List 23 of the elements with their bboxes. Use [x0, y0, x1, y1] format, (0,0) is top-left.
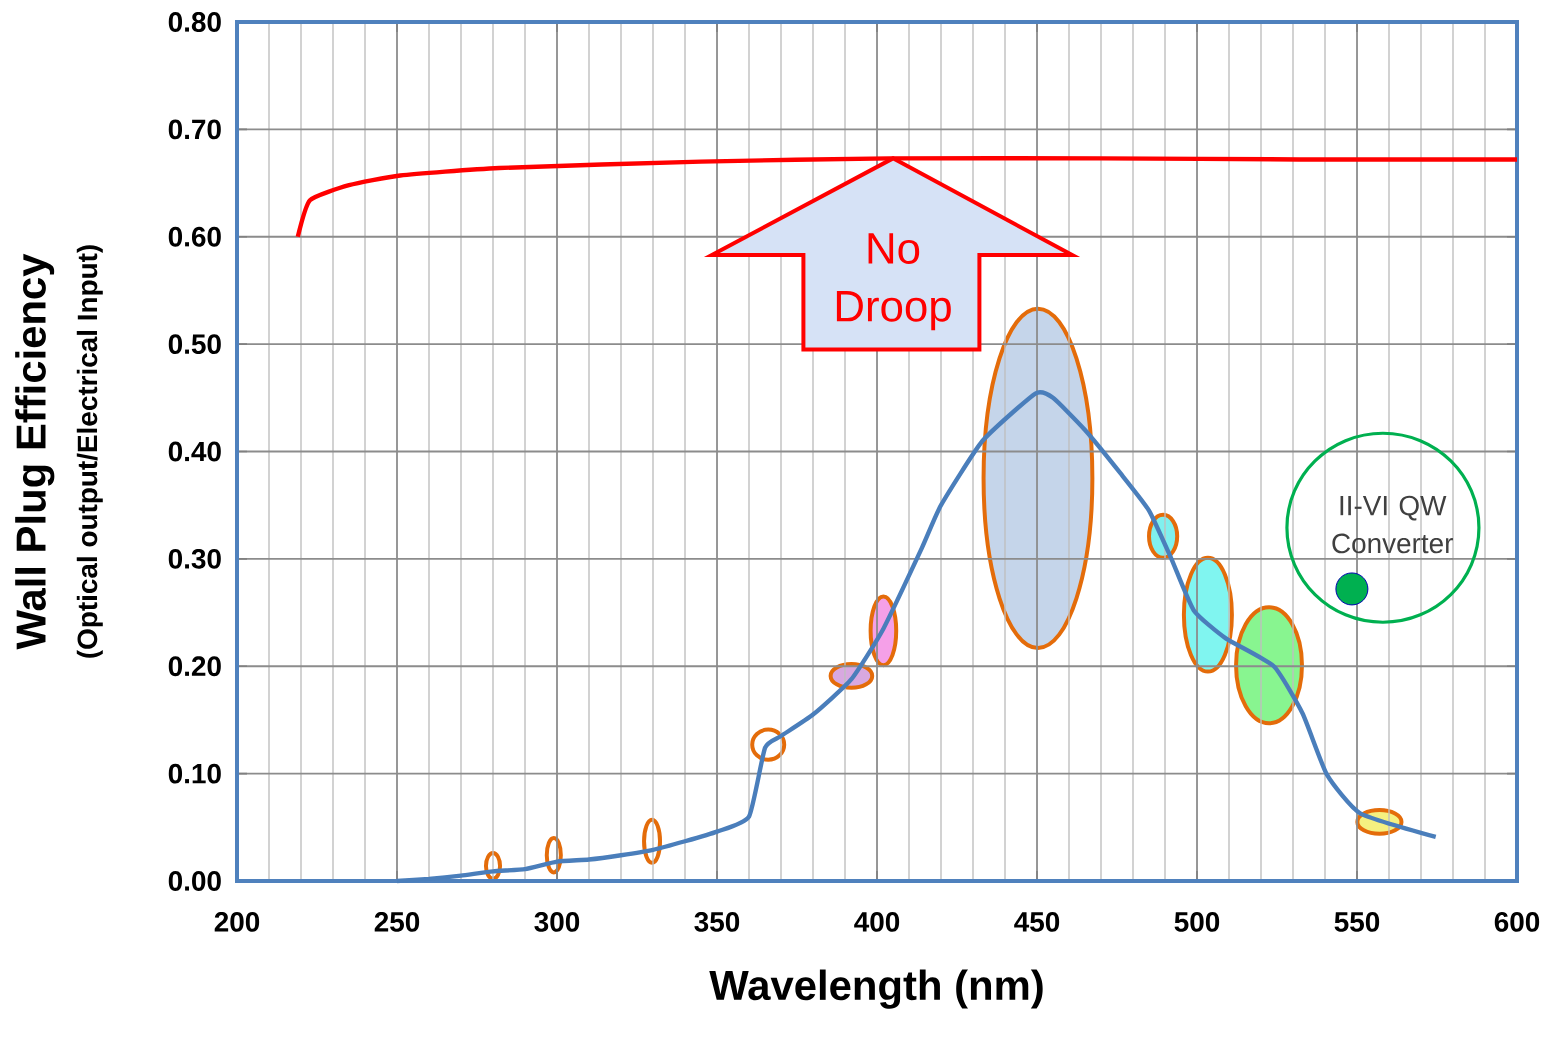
x-tick-label: 300	[534, 912, 580, 932]
x-tick-label: 450	[1014, 912, 1060, 932]
x-tick-label: 600	[1494, 912, 1540, 932]
annotation: II-VI QW Converter	[1332, 495, 1453, 554]
y-axis-title: Wall Plug Efficiency	[15, 253, 55, 650]
text: (Optical output/Electrical Input)	[76, 245, 103, 658]
x-tick-label: 500	[1174, 912, 1220, 932]
x-tick-label: 350	[694, 912, 740, 932]
y-tick-label: 0.20	[168, 656, 221, 677]
x-tick-label: 200	[214, 912, 260, 932]
x-tick-label: 550	[1334, 912, 1380, 932]
y-tick-label: 0.30	[168, 548, 221, 569]
y-tick-label: 0.80	[168, 12, 221, 32]
x-axis-title: Wavelength (nm)	[709, 969, 1043, 1009]
x-tick-label: 250	[374, 912, 420, 932]
y-tick-label: 0.00	[168, 871, 221, 891]
y-tick-label: 0.50	[168, 334, 221, 355]
y-tick-label: 0.10	[168, 763, 221, 784]
y-tick-label: 0.60	[168, 226, 221, 247]
x-tick-label: 400	[854, 912, 900, 932]
y-tick-label: 0.40	[168, 441, 221, 462]
annotation: No Droop	[836, 233, 951, 331]
y-tick-label: 0.70	[168, 119, 221, 140]
